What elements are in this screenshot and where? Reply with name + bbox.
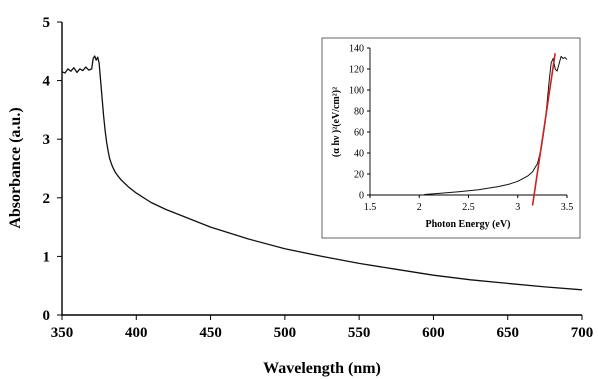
x-tick-label: 400 — [125, 325, 148, 341]
inset-series-group — [424, 53, 568, 206]
inset-y-tick-label: 0 — [359, 191, 364, 202]
y-tick-label: 1 — [43, 249, 51, 265]
y-tick-label: 3 — [43, 132, 51, 148]
inset-y-tick-label: 140 — [349, 44, 364, 55]
inset-x-tick-label: 3 — [515, 202, 520, 213]
x-tick-label: 550 — [348, 325, 371, 341]
x-tick-label: 700 — [571, 325, 594, 341]
inset-y-tick-label: 80 — [354, 107, 364, 118]
y-tick-label: 5 — [43, 15, 51, 31]
main-series-group — [61, 55, 583, 291]
inset-x-tick-label: 1.5 — [364, 202, 377, 213]
y-tick-label: 4 — [43, 74, 51, 90]
y-tick-label: 0 — [43, 308, 51, 324]
absorbance-line — [61, 55, 583, 291]
inset-x-axis-title: Photon Energy (eV) — [426, 219, 511, 230]
x-tick-label: 650 — [496, 325, 519, 341]
inset-frame — [321, 37, 581, 239]
inset-ticks: 1.5 2 2.5 3 3.5 0 20 40 60 80 100 120 140 — [349, 44, 573, 214]
x-tick-label: 450 — [199, 325, 222, 341]
x-axis-title: Wavelength (nm) — [263, 360, 381, 377]
inset-x-tick-label: 2 — [417, 202, 422, 213]
inset-x-tick-label: 3.5 — [561, 202, 574, 213]
linear-fit-line — [531, 53, 556, 206]
inset-x-tick-label: 2.5 — [462, 202, 475, 213]
inset-y-tick-label: 20 — [354, 170, 364, 181]
y-tick-label: 2 — [43, 191, 51, 207]
x-tick-label: 500 — [274, 325, 297, 341]
x-tick-label: 600 — [422, 325, 445, 341]
y-axis-title: Absorbance (a.u.) — [7, 107, 24, 228]
inset-y-tick-label: 60 — [354, 128, 364, 139]
inset-y-tick-label: 40 — [354, 149, 364, 160]
inset-y-axis-title: (α hν )²(eV/cm²)² — [331, 87, 342, 157]
x-tick-label: 350 — [51, 325, 74, 341]
inset-y-tick-label: 100 — [349, 86, 364, 97]
inset-y-tick-label: 120 — [349, 65, 364, 76]
